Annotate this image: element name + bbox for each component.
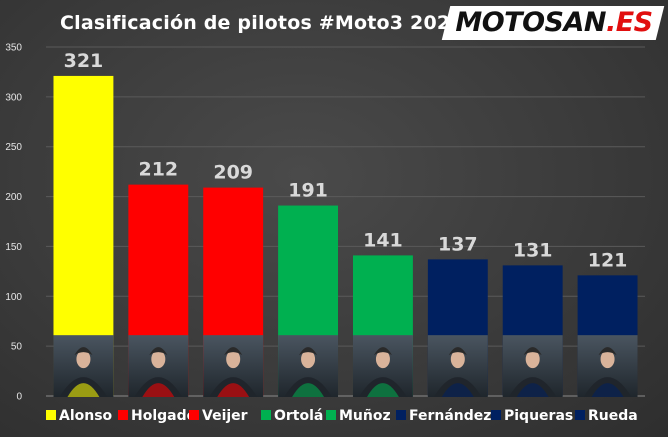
legend-swatch-alonso [46,410,56,420]
brand-logo: MOTOSAN.ES [452,6,656,40]
rider-photo-piqueras [502,335,563,397]
data-label-alonso: 321 [64,50,104,72]
legend-label-ortolá: Ortolá [274,408,323,424]
rider-photo-alonso [53,335,114,397]
legend-swatch-ortolá [261,410,271,420]
data-label-ortolá: 191 [288,180,328,202]
rider-photo-veijer [203,335,264,397]
legend-label-holgado: Holgado [131,408,197,424]
y-tick-label: 300 [5,92,22,103]
y-tick-label: 200 [5,192,22,203]
data-label-fernández: 137 [438,233,478,255]
rider-photo-muñoz [352,335,413,397]
legend-label-fernández: Fernández [409,408,491,424]
legend-swatch-muñoz [326,410,336,420]
data-label-muñoz: 141 [363,229,403,251]
chart-title: Clasificación de pilotos #Moto3 2024 [60,12,464,34]
legend-swatch-veijer [189,410,199,420]
y-tick-label: 100 [5,292,22,303]
y-tick-label: 150 [5,242,22,253]
y-axis: 0 50 100 150 200 250 300 350 [5,43,22,403]
data-label-rueda: 121 [588,249,628,271]
rider-photo-rueda [577,335,638,397]
y-tick-label: 350 [5,43,22,54]
y-tick-label: 50 [11,342,23,353]
legend-label-alonso: Alonso [59,408,113,424]
rider-photo-holgado [128,335,189,397]
legend: Alonso Holgado Veijer Ortolá Muñoz Fernández P… [46,408,638,424]
data-label-piqueras: 131 [513,239,553,261]
rider-photo-ortolá [278,335,339,397]
legend-swatch-rueda [575,410,585,420]
data-labels: 321 212 209 191 141 137 131 121 [64,50,628,271]
legend-swatch-fernández [396,410,406,420]
legend-label-piqueras: Piqueras [504,408,573,424]
legend-swatch-piqueras [491,410,501,420]
data-label-veijer: 209 [213,162,253,184]
legend-label-muñoz: Muñoz [339,408,391,424]
y-tick-label: 250 [5,142,22,153]
brand-logo-main: MOTOSAN [455,7,606,38]
brand-logo-suffix: .ES [605,7,653,38]
rider-photo-fernández [427,335,488,397]
legend-label-rueda: Rueda [588,408,638,424]
rider-photos [53,335,638,397]
legend-swatch-holgado [118,410,128,420]
data-label-holgado: 212 [138,159,178,181]
y-tick-label: 0 [16,392,22,403]
legend-label-veijer: Veijer [202,408,248,424]
